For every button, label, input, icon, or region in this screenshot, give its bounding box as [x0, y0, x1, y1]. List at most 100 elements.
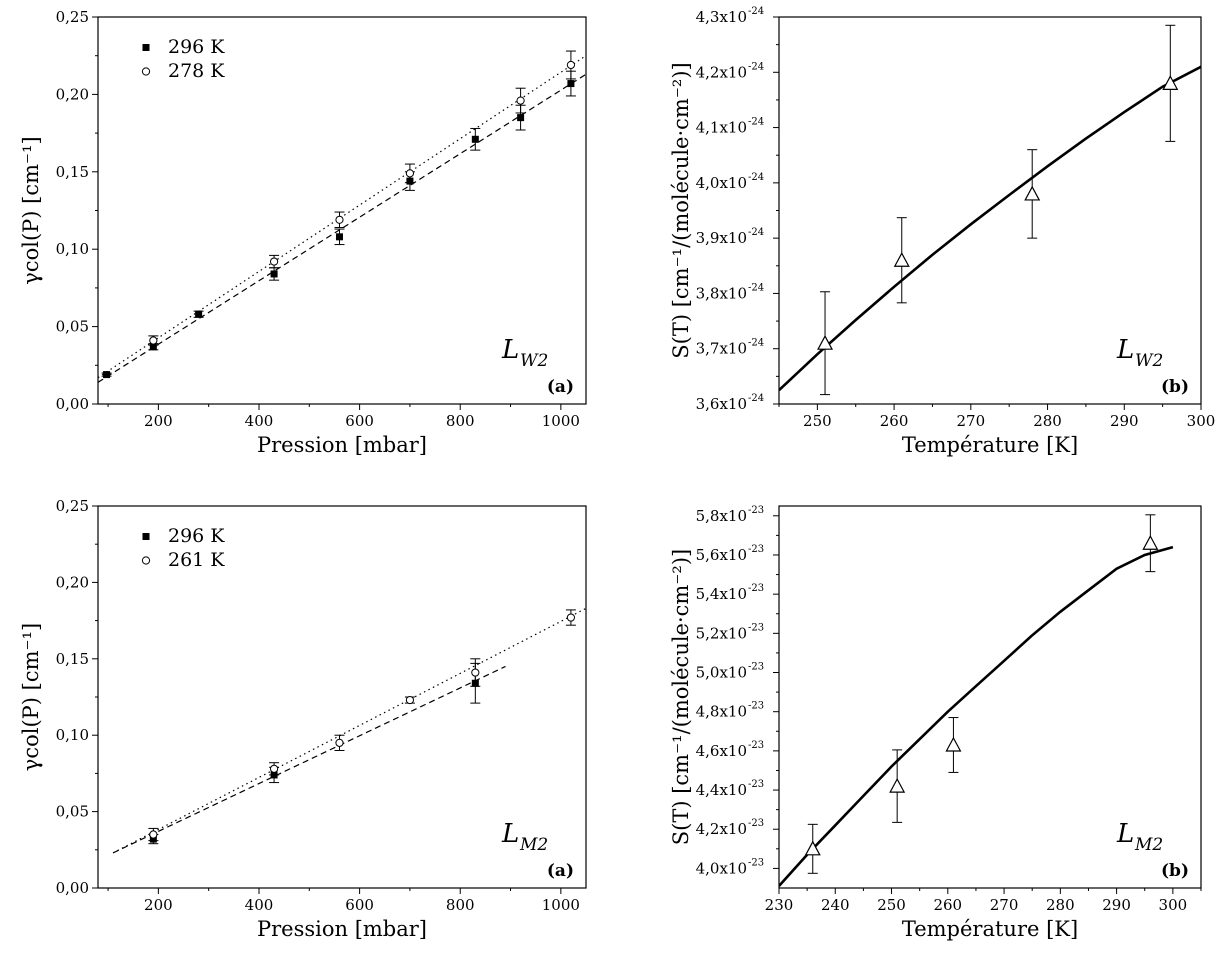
data-point [516, 96, 525, 105]
y-tick-label: 0,15 [56, 163, 89, 181]
data-point [471, 668, 480, 677]
x-tick-label: 200 [144, 896, 173, 914]
data-point [269, 764, 279, 773]
data-point [149, 336, 158, 345]
y-tick-exponent: -24 [748, 61, 764, 72]
model-curve [779, 545, 1174, 887]
y-axis-title: γcol(P) [cm⁻¹] [19, 136, 43, 284]
data-point [149, 830, 158, 839]
x-axis-title: Pression [mbar] [257, 917, 427, 941]
y-tick-exponent: -23 [748, 740, 764, 751]
panel-tag: (a) [547, 861, 574, 881]
x-tick-label: 250 [803, 412, 832, 430]
y-tick-exponent: -23 [748, 544, 764, 555]
plot-area [779, 514, 1174, 887]
model-curve [779, 65, 1201, 392]
x-tick-label: 270 [990, 896, 1019, 914]
x-tick-label: 200 [144, 412, 173, 430]
curve-label-subscript: W2 [1135, 351, 1163, 371]
y-tick-label: 4,8x10 [696, 703, 747, 721]
panel-tag: (b) [1161, 861, 1189, 881]
data-point [149, 343, 157, 351]
y-tick-exponent: -24 [748, 172, 764, 183]
data-point [889, 777, 906, 793]
data-point [1162, 75, 1179, 90]
chart-panel-3: 200 400 600 800 1000 0,00 0,05 0,10 0,15 0,20 0,25… [19, 497, 587, 941]
data-point [195, 310, 203, 318]
x-tick-label: 290 [1110, 412, 1139, 430]
plot-frame [778, 505, 1202, 889]
fit-line-261-K [112, 607, 586, 854]
data-point [269, 257, 279, 266]
y-tick-exponent: -24 [748, 227, 764, 238]
y-tick-label: 0,15 [56, 650, 89, 668]
x-tick-label: 290 [1102, 896, 1131, 914]
y-tick-label: 4,0x10 [696, 174, 747, 192]
legend-label: 296 K [168, 36, 225, 58]
y-axis-title: S(T) [cm⁻¹/(molécule·cm⁻²)] [669, 62, 693, 358]
x-tick-label: 600 [345, 896, 374, 914]
data-point [103, 371, 111, 379]
data-point [335, 738, 344, 747]
y-axis-title: S(T) [cm⁻¹/(molécule·cm⁻²)] [669, 549, 693, 845]
x-tick-label: 260 [933, 896, 962, 914]
data-point [335, 215, 344, 224]
data-point [817, 334, 834, 350]
x-tick-label: 250 [877, 896, 906, 914]
x-tick-label: 400 [245, 412, 274, 430]
y-tick-label: 5,8x10 [696, 507, 747, 525]
x-tick-label: 260 [880, 412, 909, 430]
x-tick-label: 1000 [542, 412, 580, 430]
x-tick-label: 1000 [542, 896, 580, 914]
data-point [804, 840, 821, 856]
curve-label: L [501, 819, 519, 849]
y-tick-label: 0,25 [56, 497, 89, 515]
legend-marker [142, 44, 150, 51]
data-point [945, 736, 962, 752]
curve-label-subscript: M2 [1134, 835, 1163, 855]
data-point [566, 60, 576, 70]
x-tick-label: 800 [446, 412, 475, 430]
panel-tag: (b) [1161, 377, 1189, 397]
y-tick-label: 0,05 [56, 318, 89, 336]
y-tick-exponent: -23 [748, 779, 764, 790]
legend-label: 261 K [168, 549, 225, 571]
y-tick-label: 5,0x10 [696, 664, 747, 682]
legend-marker [142, 533, 150, 540]
y-axis-title: γcol(P) [cm⁻¹] [19, 623, 43, 771]
y-tick-label: 0,25 [56, 8, 89, 26]
x-tick-label: 280 [1033, 412, 1062, 430]
y-tick-label: 0,20 [56, 573, 89, 591]
y-tick-label: 0,05 [56, 803, 89, 821]
legend-label: 296 K [168, 525, 225, 547]
y-tick-label: 0,00 [56, 879, 89, 897]
y-tick-exponent: -23 [748, 857, 764, 868]
curve-label: L [501, 335, 519, 365]
y-tick-label: 4,0x10 [696, 859, 747, 877]
y-tick-label: 3,6x10 [696, 395, 747, 413]
y-tick-exponent: -23 [748, 583, 764, 594]
y-tick-label: 0,10 [56, 726, 89, 744]
panel-tag: (a) [547, 377, 574, 397]
plot-area [112, 607, 586, 854]
y-tick-label: 4,6x10 [696, 742, 747, 760]
y-tick-exponent: -24 [748, 6, 764, 17]
x-tick-label: 800 [446, 896, 475, 914]
data-point [471, 135, 479, 143]
x-axis-title: Température [K] [902, 917, 1078, 941]
chart-panel-1: 200 400 600 800 1000 0,00 0,05 0,10 0,15 0,20 0,25… [19, 8, 587, 457]
fit-line-296-K [98, 73, 586, 383]
fit-line-296-K [112, 665, 506, 854]
data-point [270, 270, 278, 278]
x-axis-title: Pression [mbar] [257, 433, 427, 457]
y-tick-exponent: -23 [748, 818, 764, 829]
legend-marker [141, 556, 151, 565]
y-tick-label: 0,00 [56, 395, 89, 413]
y-tick-exponent: -23 [748, 701, 764, 712]
data-point [567, 80, 575, 88]
y-tick-exponent: -24 [748, 282, 764, 293]
y-tick-label: 4,1x10 [696, 119, 747, 137]
